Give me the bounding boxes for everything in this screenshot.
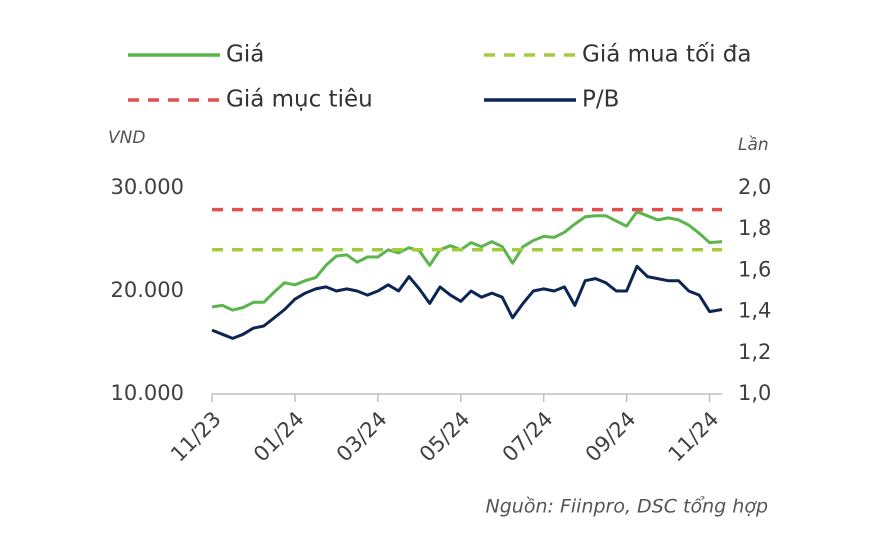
x-tick-label: 05/24 bbox=[415, 407, 475, 467]
y2-tick-label: 1,8 bbox=[738, 216, 771, 240]
x-tick-label: 09/24 bbox=[581, 407, 641, 467]
y2-tick-label: 1,4 bbox=[738, 299, 771, 323]
x-tick-label: 03/24 bbox=[332, 407, 392, 467]
legend-label: Giá mục tiêu bbox=[226, 87, 373, 113]
x-tick-label: 11/23 bbox=[166, 407, 226, 467]
series-line bbox=[211, 210, 723, 312]
legend-label: Giá bbox=[226, 42, 264, 68]
y2-tick-label: 1,0 bbox=[738, 381, 771, 405]
y2-axis-label: Lần bbox=[738, 134, 769, 155]
y2-tick-label: 1,6 bbox=[738, 257, 771, 281]
y-tick-label: 10.000 bbox=[111, 381, 184, 405]
legend-label: P/B bbox=[582, 87, 619, 113]
y-tick-label: 30.000 bbox=[111, 175, 184, 199]
x-tick-label: 11/24 bbox=[664, 407, 724, 467]
y2-tick-label: 1,2 bbox=[738, 340, 771, 364]
legend-label: Giá mua tối đa bbox=[582, 42, 752, 68]
y-axis-label: VND bbox=[108, 128, 145, 148]
y2-tick-label: 2,0 bbox=[738, 175, 771, 199]
source-note: Nguồn: Fiinpro, DSC tổng hợp bbox=[486, 496, 768, 518]
series-line bbox=[211, 264, 723, 340]
x-tick-label: 01/24 bbox=[249, 407, 309, 467]
y-tick-label: 20.000 bbox=[111, 278, 184, 302]
x-tick-label: 07/24 bbox=[498, 407, 558, 467]
